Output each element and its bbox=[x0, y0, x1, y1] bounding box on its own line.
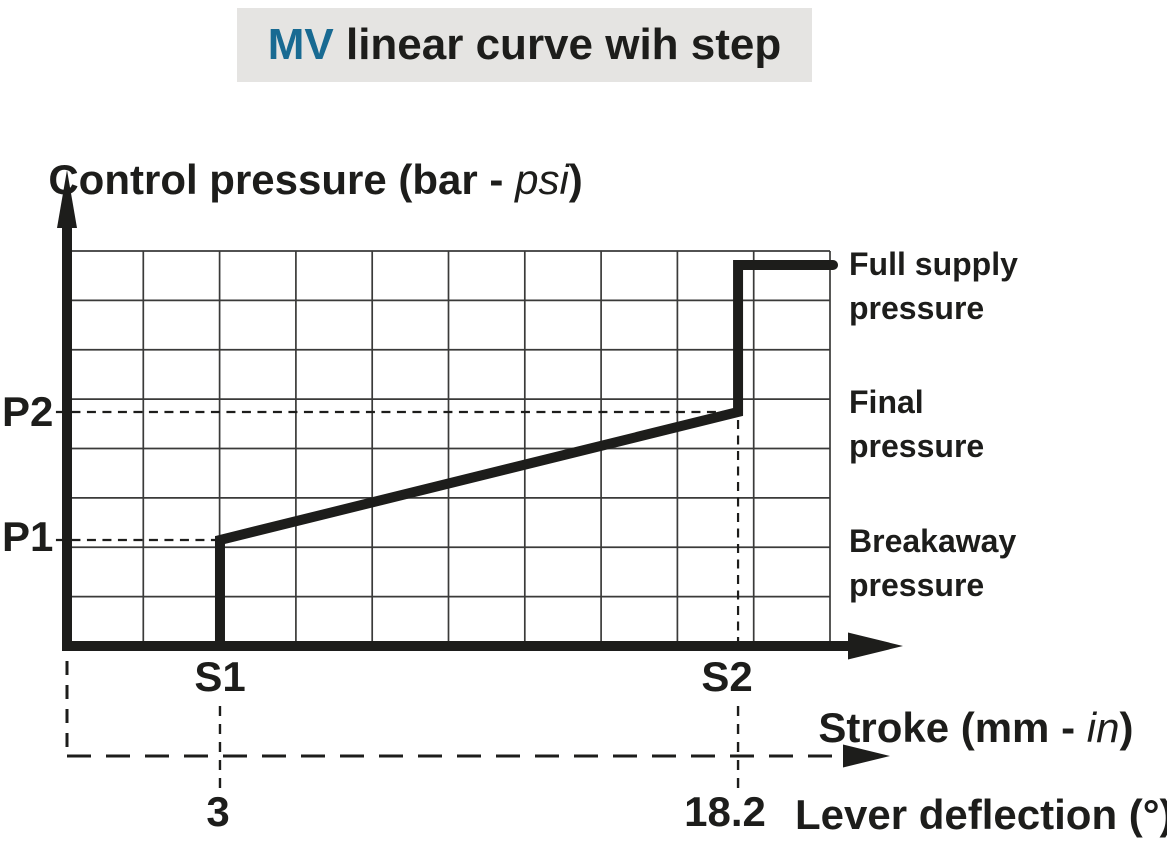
lever-tick-18-2: 18.2 bbox=[684, 788, 766, 835]
x-axis bbox=[62, 632, 903, 660]
title-brand: MV bbox=[267, 20, 334, 69]
grid-lines bbox=[66, 250, 831, 647]
x-axis-title: Stroke (mm - in) bbox=[818, 704, 1134, 751]
x-tick-s2: S2 bbox=[701, 653, 753, 700]
chart-title: MV linear curve wih step bbox=[237, 8, 812, 82]
title-text: linear curve wih step bbox=[333, 20, 782, 69]
pressure-curve bbox=[214, 259, 839, 651]
x-axis-unit-italic: in bbox=[1086, 704, 1120, 751]
tick-projection-dashes bbox=[218, 706, 740, 790]
y-axis bbox=[57, 170, 77, 651]
lever-tick-3: 3 bbox=[206, 788, 230, 835]
lever-deflection-axis bbox=[65, 661, 890, 768]
annotation-full-supply-pressure: Full supply pressure bbox=[849, 246, 1018, 326]
annotation-final-pressure: Final pressure bbox=[849, 384, 985, 464]
x-tick-s1: S1 bbox=[194, 653, 246, 700]
y-tick-p2: P2 bbox=[2, 388, 54, 435]
annotation-breakaway-pressure: Breakaway pressure bbox=[849, 523, 1017, 603]
lever-axis-title: Lever deflection (°) bbox=[795, 791, 1167, 838]
dashed-guide-lines bbox=[55, 410, 740, 646]
y-tick-p1: P1 bbox=[2, 513, 54, 560]
y-axis-unit-italic: psi bbox=[515, 156, 569, 203]
lever-axis-arrow-icon bbox=[843, 744, 890, 768]
y-axis-arrow-icon bbox=[57, 170, 77, 228]
y-axis-title: Control pressure (bar - psi) bbox=[48, 156, 583, 203]
x-axis-arrow-icon bbox=[848, 632, 903, 660]
